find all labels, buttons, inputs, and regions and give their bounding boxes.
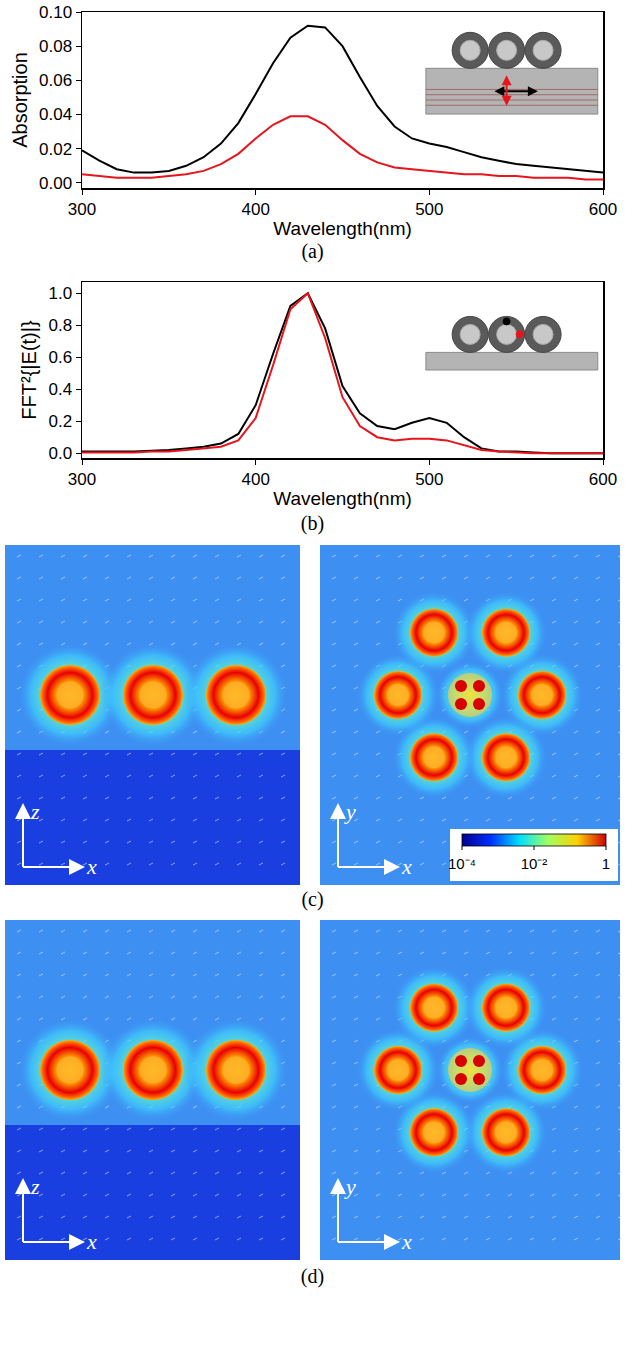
svg-text:400: 400 [241,200,269,219]
svg-text:y: y [344,1174,356,1199]
svg-text:0.2: 0.2 [48,412,72,431]
svg-text:500: 500 [415,470,443,489]
svg-text:300: 300 [68,200,96,219]
html-text:(a): (a) [301,240,324,262]
html-text:(c): (c) [301,888,324,910]
svg-text:0.10: 0.10 [39,3,72,22]
svg-text:0.00: 0.00 [39,174,72,193]
svg-text:500: 500 [415,200,443,219]
svg-text:1.0: 1.0 [48,284,72,303]
svg-text:FFT²{|E(t)|}: FFT²{|E(t)|} [18,320,40,420]
svg-text:0.04: 0.04 [39,105,72,124]
svg-text:0.4: 0.4 [48,380,72,399]
svg-text:x: x [86,854,97,879]
svg-text:300: 300 [68,470,96,489]
svg-text:x: x [401,854,412,879]
svg-text:z: z [30,799,40,824]
svg-text:Wavelength(nm): Wavelength(nm) [273,218,412,239]
svg-text:Absorption: Absorption [9,52,31,148]
svg-text:0.6: 0.6 [48,348,72,367]
svg-text:10⁻²: 10⁻² [521,855,548,872]
svg-text:0.02: 0.02 [39,140,72,159]
svg-text:400: 400 [241,470,269,489]
html-text:(d): (d) [300,1265,325,1287]
svg-text:10⁻⁴: 10⁻⁴ [448,855,476,872]
svg-text:600: 600 [589,200,617,219]
svg-text:0.0: 0.0 [48,444,72,463]
svg-text:x: x [401,1229,412,1254]
svg-text:1: 1 [602,855,610,872]
svg-text:Wavelength(nm): Wavelength(nm) [273,488,412,509]
svg-text:600: 600 [589,470,617,489]
svg-text:z: z [30,1174,40,1199]
svg-text:0.8: 0.8 [48,316,72,335]
svg-text:x: x [86,1229,97,1254]
svg-text:y: y [344,799,356,824]
html-text:(b): (b) [300,512,325,534]
svg-text:0.08: 0.08 [39,37,72,56]
svg-text:0.06: 0.06 [39,71,72,90]
